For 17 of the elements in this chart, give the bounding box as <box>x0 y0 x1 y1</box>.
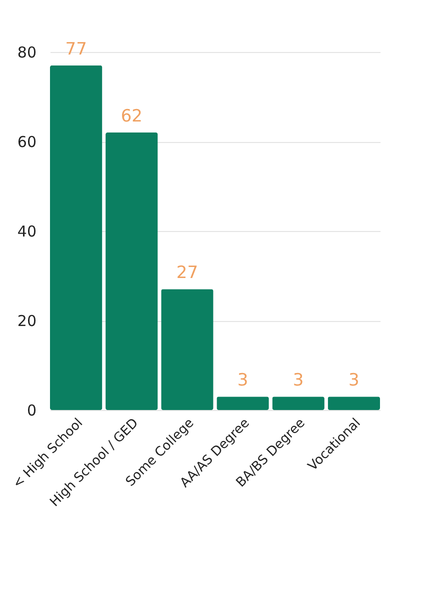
y-tick-label: 80 <box>17 44 36 62</box>
y-tick-label: 60 <box>17 133 36 151</box>
bar <box>216 396 269 410</box>
bar <box>106 132 158 410</box>
data-label: 27 <box>176 263 198 284</box>
data-label: 3 <box>237 370 248 391</box>
data-label: 3 <box>348 370 360 391</box>
data-label: 62 <box>120 106 142 127</box>
data-label: 3 <box>292 370 304 391</box>
y-tick-label: 20 <box>17 312 36 330</box>
bar <box>50 65 102 410</box>
bar <box>272 396 324 410</box>
y-tick-label: 0 <box>26 402 36 420</box>
bar <box>161 289 214 410</box>
data-label: 77 <box>65 39 87 60</box>
y-tick-label: 40 <box>17 222 36 240</box>
bar <box>328 396 380 410</box>
